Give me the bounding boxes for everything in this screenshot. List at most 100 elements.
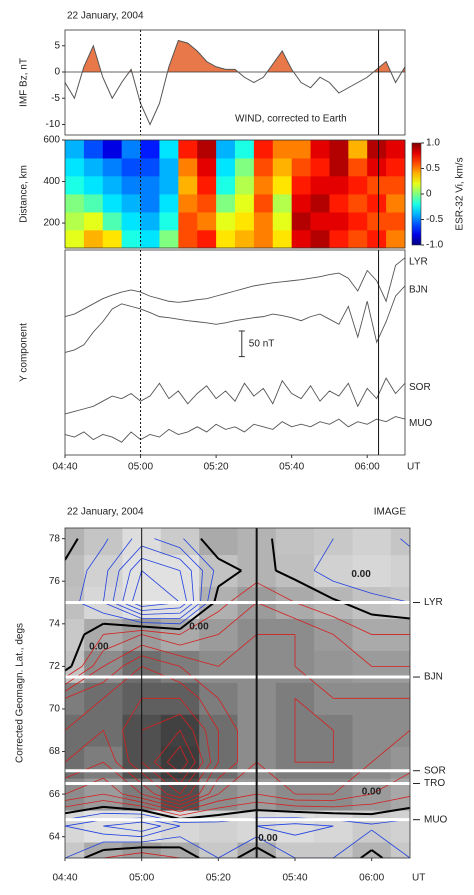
heat-cell bbox=[83, 212, 104, 231]
heat-cell bbox=[159, 194, 179, 213]
field-cell bbox=[314, 810, 353, 843]
field-cell bbox=[275, 810, 315, 843]
contour-label: 0.00 bbox=[189, 622, 209, 633]
heat-cell bbox=[197, 140, 217, 159]
field-cell bbox=[390, 778, 410, 811]
x-tick-label: 05:40 bbox=[279, 462, 304, 473]
series-line bbox=[65, 377, 405, 415]
y-tick-label: 78 bbox=[49, 533, 61, 544]
colorbar-tick-label: 0 bbox=[426, 189, 432, 200]
series-line bbox=[65, 257, 405, 318]
heat-cell bbox=[235, 212, 255, 231]
heat-cell bbox=[159, 229, 179, 249]
plot-frame bbox=[64, 527, 411, 859]
y-tick-label: 5 bbox=[54, 40, 60, 51]
y-tick-label: 66 bbox=[49, 789, 61, 800]
plot-frame bbox=[64, 139, 406, 249]
station-label: BJN bbox=[424, 672, 443, 683]
field-cell bbox=[65, 842, 85, 858]
colorbar-tick-label: -1.0 bbox=[426, 240, 444, 251]
chart-title: 22 January, 2004 bbox=[67, 507, 144, 518]
field-cell bbox=[390, 842, 410, 858]
x-tick-label: 04:40 bbox=[52, 462, 77, 473]
heat-cell bbox=[329, 140, 349, 159]
heat-cell bbox=[291, 158, 311, 177]
colorbar-label: ESR-32 Vi, km/s bbox=[455, 157, 466, 230]
heat-cell bbox=[140, 212, 160, 231]
heat-cell bbox=[386, 158, 406, 177]
heat-cell bbox=[140, 229, 160, 249]
heat-cell bbox=[83, 194, 104, 213]
field-cell bbox=[199, 528, 238, 556]
heat-cell bbox=[216, 229, 236, 249]
x-tick-label: 05:00 bbox=[128, 462, 153, 473]
field-cell bbox=[352, 714, 392, 747]
heat-cell bbox=[140, 194, 160, 213]
heat-cell bbox=[83, 175, 104, 195]
contour bbox=[103, 545, 195, 832]
field-cell bbox=[352, 554, 392, 588]
x-tick-label: 06:00 bbox=[359, 873, 384, 884]
heat-cell bbox=[83, 158, 104, 177]
x-tick-label: 05:20 bbox=[206, 873, 231, 884]
heat-cell bbox=[235, 158, 255, 177]
heat-cell bbox=[65, 140, 85, 159]
heat-cell bbox=[216, 140, 236, 159]
heat-cell bbox=[348, 140, 368, 159]
field-cell bbox=[65, 528, 85, 556]
contour-label: 0.00 bbox=[89, 641, 109, 652]
y-tick-label: -10 bbox=[46, 119, 61, 130]
contour bbox=[154, 730, 196, 784]
field-cell bbox=[65, 682, 85, 715]
heat-cell bbox=[178, 158, 198, 177]
heat-cell bbox=[367, 194, 387, 213]
heat-cell bbox=[121, 140, 141, 159]
x-tick-label: 04:40 bbox=[52, 873, 77, 884]
heat-cell bbox=[310, 229, 330, 249]
y-tick-label: 200 bbox=[43, 218, 60, 229]
contour bbox=[65, 666, 219, 802]
heat-cell bbox=[291, 194, 311, 213]
heat-cell bbox=[367, 212, 387, 231]
heat-cell bbox=[253, 158, 274, 177]
heat-cell bbox=[367, 229, 387, 249]
field-cell bbox=[352, 810, 392, 843]
contour bbox=[65, 582, 410, 858]
heat-cell bbox=[121, 175, 141, 195]
heat-cell bbox=[310, 158, 330, 177]
heat-cell bbox=[159, 158, 179, 177]
field-cell bbox=[314, 554, 353, 588]
field-cell bbox=[84, 528, 123, 556]
heat-cell bbox=[310, 140, 330, 159]
field-cell bbox=[314, 842, 353, 858]
heat-cell bbox=[102, 175, 123, 195]
y-tick-label: 72 bbox=[49, 661, 61, 672]
heat-cell bbox=[253, 212, 274, 231]
field-cell bbox=[160, 746, 200, 779]
heat-cell bbox=[329, 194, 349, 213]
field-cell bbox=[275, 528, 315, 556]
heat-cell bbox=[178, 175, 198, 195]
y-tick-label: -5 bbox=[51, 93, 60, 104]
heat-cell bbox=[121, 194, 141, 213]
series-label: SOR bbox=[409, 382, 431, 393]
series-line bbox=[65, 416, 405, 443]
heat-cell bbox=[272, 212, 293, 231]
heat-cell bbox=[102, 212, 123, 231]
scale-label: 50 nT bbox=[249, 338, 275, 349]
heat-cell bbox=[367, 175, 387, 195]
heat-cell bbox=[140, 158, 160, 177]
heat-cell bbox=[83, 140, 104, 159]
heat-cell bbox=[348, 175, 368, 195]
y-tick-label: 0 bbox=[54, 67, 60, 78]
heat-cell bbox=[65, 229, 85, 249]
x-tick-label: 05:00 bbox=[129, 873, 154, 884]
station-label: LYR bbox=[424, 597, 443, 608]
y-tick-label: 70 bbox=[49, 704, 61, 715]
heat-cell bbox=[348, 158, 368, 177]
y-tick-label: 600 bbox=[43, 135, 60, 146]
field-cell bbox=[84, 554, 123, 588]
heat-cell bbox=[65, 158, 85, 177]
station-label: SOR bbox=[424, 765, 446, 776]
heat-cell bbox=[235, 194, 255, 213]
